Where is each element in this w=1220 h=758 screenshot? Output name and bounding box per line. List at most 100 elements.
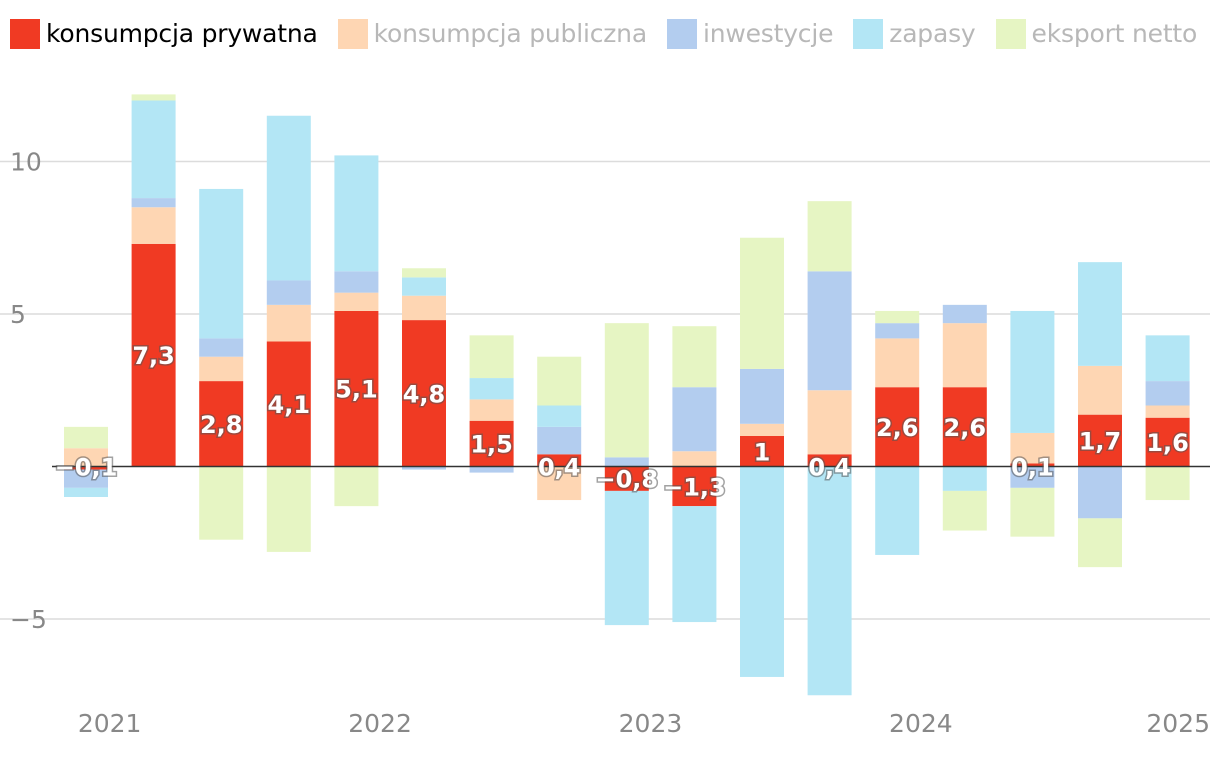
bar-segment	[64, 448, 108, 467]
bar-segment	[942, 387, 987, 467]
bar-segment	[807, 201, 852, 272]
bar-segment	[469, 399, 514, 421]
bar-segment	[672, 387, 717, 452]
bars	[64, 94, 1190, 696]
bar-segment	[740, 368, 784, 424]
bar-segment	[334, 271, 379, 293]
bar-segment	[942, 323, 987, 388]
legend-item[interactable]: zapasy	[853, 19, 976, 49]
bar-segment	[469, 335, 514, 379]
data-label: 4,8	[403, 380, 446, 408]
y-tick-label: 5	[10, 300, 26, 329]
bar-segment	[672, 451, 717, 467]
data-label: 5,1	[335, 376, 378, 404]
bar-segment	[807, 390, 852, 455]
bar-segment	[334, 292, 379, 311]
bar-segment	[334, 155, 379, 272]
bar-segment	[199, 381, 244, 467]
x-tick-label: 2023	[619, 709, 683, 738]
legend: konsumpcja prywatna konsumpcja publiczna i…	[10, 19, 1217, 49]
y-tick-label: −5	[10, 605, 47, 634]
legend-swatch	[995, 19, 1026, 49]
bar-segment	[807, 454, 852, 467]
bar-segment	[199, 466, 244, 540]
bar-segment	[1010, 463, 1055, 467]
data-label: 2,6	[944, 414, 987, 442]
bar-segment	[131, 198, 176, 208]
bar-segment	[199, 338, 244, 357]
data-label: 1,6	[1146, 429, 1189, 457]
bar-segment	[672, 326, 717, 388]
data-labels: −0,1 7,3 2,8 4,1 5,1 4,8 1,5 0,4 −0,8 −1,3 1 0,4 2,6…	[53, 341, 1190, 503]
legend-item[interactable]: eksport netto	[995, 19, 1198, 49]
bar-segment	[334, 466, 379, 507]
bar-segment	[266, 304, 311, 342]
data-label: 2,6	[876, 414, 919, 442]
legend-swatch	[666, 19, 697, 49]
legend-label: konsumpcja prywatna	[46, 19, 318, 48]
legend-swatch	[853, 19, 884, 49]
bar-segment	[942, 466, 987, 491]
bar-segment	[1078, 414, 1122, 467]
bar-segment	[266, 115, 311, 281]
bar-segment	[1010, 466, 1055, 488]
bar-segment	[604, 466, 649, 491]
legend-item[interactable]: konsumpcja prywatna	[10, 19, 318, 49]
bar-segment	[402, 320, 446, 467]
x-axis-ticks: 2021 2022 2023 2024 2025	[78, 709, 1210, 738]
bar-segment	[537, 426, 582, 455]
bar-segment	[1145, 466, 1190, 501]
data-label: 0,4	[808, 454, 851, 482]
data-label: 4,1	[268, 391, 311, 419]
legend-label: eksport netto	[1031, 19, 1198, 48]
bar-segment	[1145, 381, 1190, 406]
bar-segment	[266, 280, 311, 305]
bar-segment	[1145, 405, 1190, 418]
bar-segment	[875, 310, 920, 324]
y-tick-label: 10	[10, 148, 42, 177]
bar-segment	[807, 466, 852, 696]
legend-item[interactable]: konsumpcja publiczna	[337, 19, 647, 49]
legend-swatch	[10, 19, 40, 49]
data-label: 0,4	[538, 454, 581, 482]
bar-segment	[131, 100, 176, 199]
bar-segment	[942, 304, 987, 324]
bar-segment	[740, 237, 784, 369]
bar-segment	[334, 310, 379, 467]
bar-segment	[1145, 417, 1190, 467]
data-label: −0,8	[595, 466, 658, 494]
x-tick-label: 2025	[1146, 709, 1210, 738]
bar-segment	[875, 387, 920, 467]
y-axis-ticks: 10 5 −5	[10, 148, 47, 635]
bar-segment	[64, 466, 108, 470]
bar-segment	[1010, 432, 1055, 464]
bar-segment	[604, 457, 649, 467]
bar-segment	[740, 423, 784, 436]
bar-segment	[537, 466, 582, 501]
bar-segment	[604, 323, 649, 458]
bar-segment	[402, 466, 446, 470]
x-tick-label: 2024	[889, 709, 953, 738]
bar-segment	[199, 356, 244, 382]
bar-segment	[266, 341, 311, 467]
legend-label: konsumpcja publiczna	[373, 19, 647, 48]
bar-segment	[537, 405, 582, 427]
bar-segment	[875, 323, 920, 339]
bar-segment	[64, 487, 108, 497]
bar-segment	[131, 94, 176, 101]
bar-segment	[604, 490, 649, 626]
bar-segment	[469, 420, 514, 467]
legend-item[interactable]: inwestycje	[666, 19, 833, 49]
bar-segment	[1145, 335, 1190, 382]
data-label: 7,3	[132, 342, 175, 370]
bar-segment	[942, 490, 987, 531]
bar-segment	[64, 469, 108, 488]
data-label: 0,1	[1011, 454, 1054, 482]
bar-segment	[875, 338, 920, 388]
bar-segment	[402, 295, 446, 321]
legend-swatch	[337, 19, 368, 49]
data-label: −1,3	[663, 473, 726, 501]
bar-segment	[672, 466, 717, 507]
bar-segment	[1078, 518, 1122, 568]
